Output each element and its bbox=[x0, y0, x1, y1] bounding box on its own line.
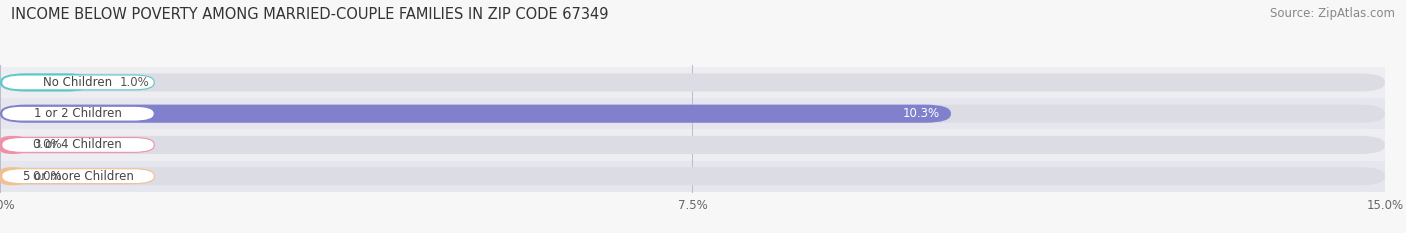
Text: 0.0%: 0.0% bbox=[32, 170, 62, 183]
FancyBboxPatch shape bbox=[1, 106, 155, 121]
FancyBboxPatch shape bbox=[0, 98, 1385, 129]
FancyBboxPatch shape bbox=[0, 136, 25, 154]
FancyBboxPatch shape bbox=[0, 161, 1385, 192]
Text: Source: ZipAtlas.com: Source: ZipAtlas.com bbox=[1270, 7, 1395, 20]
Text: No Children: No Children bbox=[44, 76, 112, 89]
Text: 1 or 2 Children: 1 or 2 Children bbox=[34, 107, 122, 120]
Text: 5 or more Children: 5 or more Children bbox=[22, 170, 134, 183]
Text: INCOME BELOW POVERTY AMONG MARRIED-COUPLE FAMILIES IN ZIP CODE 67349: INCOME BELOW POVERTY AMONG MARRIED-COUPL… bbox=[11, 7, 609, 22]
FancyBboxPatch shape bbox=[1, 137, 155, 152]
Text: 1.0%: 1.0% bbox=[120, 76, 150, 89]
FancyBboxPatch shape bbox=[0, 167, 1385, 185]
FancyBboxPatch shape bbox=[1, 169, 155, 184]
FancyBboxPatch shape bbox=[0, 136, 1385, 154]
FancyBboxPatch shape bbox=[0, 73, 93, 92]
Text: 3 or 4 Children: 3 or 4 Children bbox=[34, 138, 122, 151]
FancyBboxPatch shape bbox=[0, 105, 950, 123]
FancyBboxPatch shape bbox=[0, 167, 25, 185]
Text: 10.3%: 10.3% bbox=[903, 107, 939, 120]
FancyBboxPatch shape bbox=[1, 75, 155, 90]
FancyBboxPatch shape bbox=[0, 73, 1385, 92]
FancyBboxPatch shape bbox=[0, 67, 1385, 98]
Text: 0.0%: 0.0% bbox=[32, 138, 62, 151]
FancyBboxPatch shape bbox=[0, 129, 1385, 161]
FancyBboxPatch shape bbox=[0, 105, 1385, 123]
